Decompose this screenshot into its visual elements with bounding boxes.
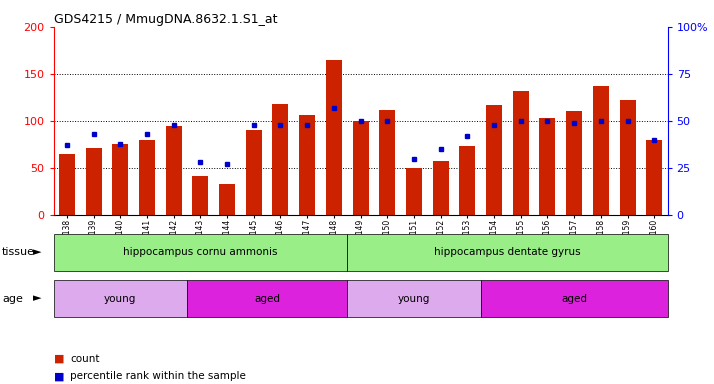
Text: young: young: [398, 293, 430, 304]
Bar: [406, 168, 422, 215]
Bar: [593, 86, 609, 215]
Bar: [379, 110, 396, 215]
Text: hippocampus cornu ammonis: hippocampus cornu ammonis: [123, 247, 278, 258]
Bar: [187, 280, 347, 317]
Bar: [646, 140, 663, 215]
Bar: [326, 60, 342, 215]
Bar: [219, 184, 235, 215]
Text: ►: ►: [33, 247, 41, 258]
Bar: [299, 115, 315, 215]
Bar: [347, 234, 668, 271]
Text: percentile rank within the sample: percentile rank within the sample: [70, 371, 246, 381]
Bar: [273, 104, 288, 215]
Bar: [246, 131, 262, 215]
Bar: [192, 175, 208, 215]
Text: aged: aged: [254, 293, 280, 304]
Text: ►: ►: [33, 293, 41, 304]
Bar: [566, 111, 582, 215]
Text: young: young: [104, 293, 136, 304]
Text: ■: ■: [54, 354, 64, 364]
Bar: [112, 144, 129, 215]
Bar: [347, 280, 481, 317]
Text: count: count: [70, 354, 99, 364]
Text: aged: aged: [561, 293, 587, 304]
Bar: [459, 146, 476, 215]
Text: tissue: tissue: [2, 247, 35, 258]
Bar: [481, 280, 668, 317]
Bar: [486, 105, 502, 215]
Bar: [139, 140, 155, 215]
Bar: [54, 280, 187, 317]
Bar: [620, 100, 635, 215]
Bar: [433, 161, 448, 215]
Bar: [166, 126, 181, 215]
Bar: [513, 91, 529, 215]
Bar: [86, 148, 101, 215]
Text: age: age: [2, 293, 23, 304]
Bar: [59, 154, 75, 215]
Bar: [540, 118, 555, 215]
Text: ■: ■: [54, 371, 64, 381]
Bar: [54, 234, 347, 271]
Text: GDS4215 / MmugDNA.8632.1.S1_at: GDS4215 / MmugDNA.8632.1.S1_at: [54, 13, 277, 26]
Text: hippocampus dentate gyrus: hippocampus dentate gyrus: [434, 247, 580, 258]
Bar: [353, 121, 368, 215]
